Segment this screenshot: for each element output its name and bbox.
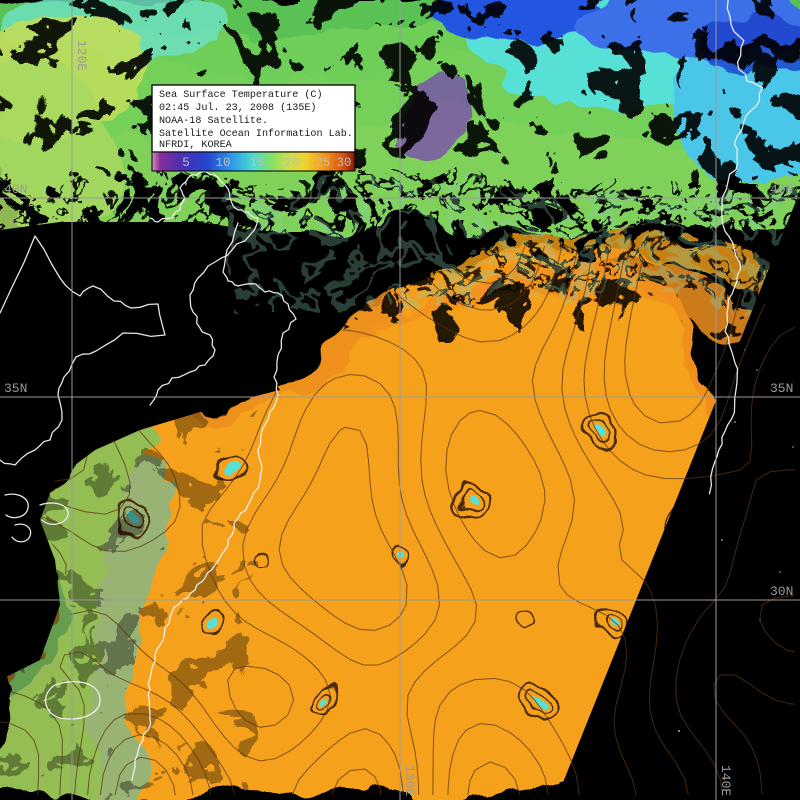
svg-text:Sea Surface Temperature (C): Sea Surface Temperature (C) xyxy=(159,89,323,101)
svg-text:25: 25 xyxy=(315,156,330,170)
svg-text:35N: 35N xyxy=(770,381,793,396)
svg-text:120E: 120E xyxy=(74,40,89,71)
svg-text:130E: 130E xyxy=(402,765,417,796)
svg-text:20: 20 xyxy=(284,156,299,170)
svg-text:30: 30 xyxy=(336,156,351,170)
svg-text:15: 15 xyxy=(249,156,264,170)
svg-text:10: 10 xyxy=(215,156,230,170)
svg-text:40N: 40N xyxy=(770,182,793,197)
svg-text:02:45 Jul. 23, 2008 (135E): 02:45 Jul. 23, 2008 (135E) xyxy=(159,102,317,114)
svg-text:NFRDI, KOREA: NFRDI, KOREA xyxy=(159,140,233,151)
svg-text:NOAA-18 Satellite.: NOAA-18 Satellite. xyxy=(159,115,268,127)
svg-text:35N: 35N xyxy=(4,381,27,396)
svg-text:5: 5 xyxy=(182,156,190,170)
svg-text:Satellite Ocean Information La: Satellite Ocean Information Lab. xyxy=(159,128,353,140)
svg-text:30N: 30N xyxy=(770,584,793,599)
svg-text:140E: 140E xyxy=(718,765,733,796)
svg-text:40N: 40N xyxy=(4,182,27,197)
